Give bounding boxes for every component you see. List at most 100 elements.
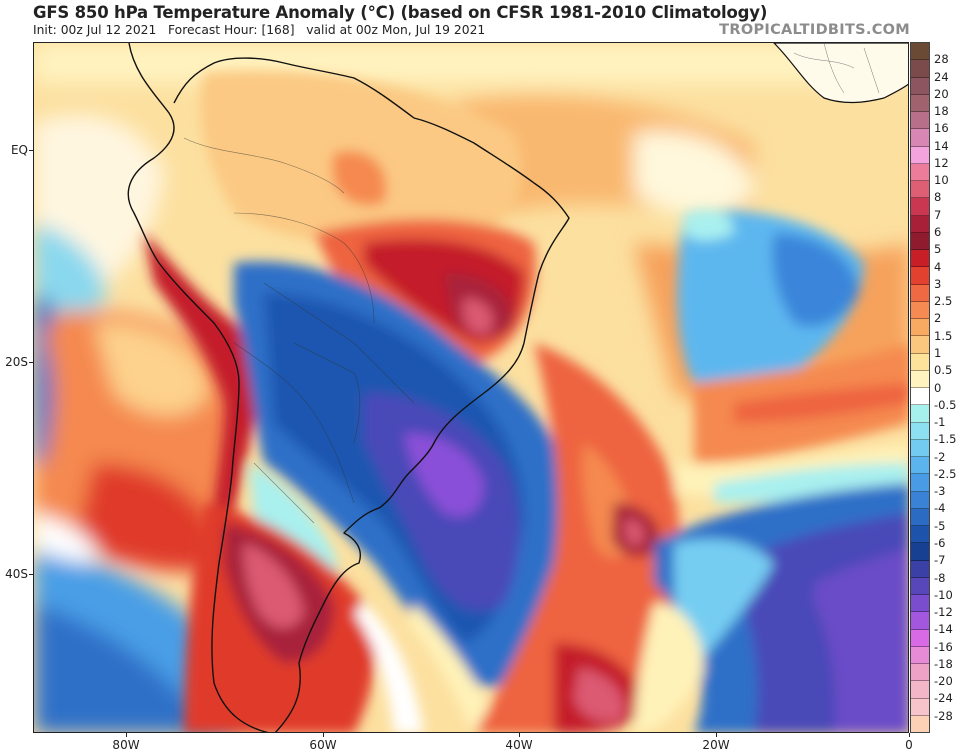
colorbar-swatch bbox=[911, 491, 929, 509]
brand-watermark: TROPICALTIDBITS.COM bbox=[719, 22, 910, 38]
colorbar-label: -20 bbox=[934, 674, 953, 689]
colorbar-label: -10 bbox=[934, 587, 953, 602]
colorbar-swatch bbox=[911, 232, 929, 250]
colorbar-swatch bbox=[911, 250, 929, 268]
colorbar-swatch bbox=[911, 146, 929, 164]
colorbar-label: 1.5 bbox=[934, 328, 953, 343]
colorbar-label: 18 bbox=[934, 104, 949, 119]
colorbar-label: 2 bbox=[934, 311, 942, 326]
lat-label: EQ bbox=[10, 143, 28, 157]
colorbar-label: 3 bbox=[934, 276, 942, 291]
lon-tick bbox=[909, 733, 910, 737]
colorbar-swatch bbox=[911, 284, 929, 302]
colorbar-swatch bbox=[911, 664, 929, 682]
colorbar-label: 5 bbox=[934, 242, 942, 257]
colorbar-label: -0.5 bbox=[934, 397, 957, 412]
colorbar-swatch bbox=[911, 526, 929, 544]
colorbar-label: 20 bbox=[934, 86, 949, 101]
colorbar-swatch bbox=[911, 457, 929, 475]
lon-tick bbox=[519, 733, 520, 737]
colorbar-swatch bbox=[911, 508, 929, 526]
colorbar-labels: 28 24 20 18 16 14 12 10 8 7 6 5 4 3 2.5 2 1.5 1 0.5 0 -0.5 -1… bbox=[934, 42, 960, 733]
lon-label-60w: 60W bbox=[309, 738, 337, 752]
colorbar-label: -1 bbox=[934, 415, 946, 430]
africa-borders bbox=[793, 43, 880, 94]
colorbar-swatch bbox=[911, 543, 929, 561]
lon-tick bbox=[323, 733, 324, 737]
colorbar-swatch bbox=[911, 646, 929, 664]
colorbar-swatch bbox=[911, 612, 929, 630]
colorbar-swatch bbox=[911, 560, 929, 578]
colorbar-swatch bbox=[911, 698, 929, 716]
lon-label-0: 0 bbox=[905, 738, 913, 752]
colorbar-label: 28 bbox=[934, 52, 949, 67]
anomaly-map bbox=[33, 42, 909, 733]
colorbar-swatch bbox=[911, 577, 929, 595]
colorbar-label: -2 bbox=[934, 449, 946, 464]
colorbar-swatch bbox=[911, 301, 929, 319]
colorbar-swatch bbox=[911, 198, 929, 216]
colorbar-label: -4 bbox=[934, 501, 946, 516]
colorbar-swatch bbox=[911, 129, 929, 147]
colorbar-label: 0 bbox=[934, 380, 942, 395]
colorbar-label: -6 bbox=[934, 535, 946, 550]
colorbar-label: 12 bbox=[934, 155, 949, 170]
coastlines bbox=[127, 43, 570, 732]
colorbar-swatch bbox=[911, 181, 929, 199]
map-title: GFS 850 hPa Temperature Anomaly (°C) (ba… bbox=[33, 3, 768, 22]
colorbar-swatch bbox=[911, 77, 929, 95]
colorbar-swatch bbox=[911, 43, 929, 61]
lat-tick bbox=[29, 574, 33, 575]
country-borders bbox=[183, 137, 415, 524]
colorbar-label: 1 bbox=[934, 345, 942, 360]
colorbar-label: 2.5 bbox=[934, 294, 953, 309]
lat-label: 20S bbox=[5, 355, 28, 369]
colorbar-swatch bbox=[911, 422, 929, 440]
lon-tick bbox=[716, 733, 717, 737]
colorbar-swatch bbox=[911, 388, 929, 406]
colorbar-swatch bbox=[911, 353, 929, 371]
colorbar-swatch bbox=[911, 267, 929, 285]
colorbar-swatch bbox=[911, 681, 929, 699]
colorbar bbox=[910, 42, 930, 733]
colorbar-swatch bbox=[911, 60, 929, 78]
lat-tick bbox=[29, 362, 33, 363]
colorbar-label: 8 bbox=[934, 190, 942, 205]
lon-label-40w: 40W bbox=[505, 738, 533, 752]
lat-label: 40S bbox=[5, 567, 28, 581]
colorbar-label: -18 bbox=[934, 656, 953, 671]
colorbar-label: -2.5 bbox=[934, 466, 957, 481]
colorbar-label: -28 bbox=[934, 708, 953, 723]
colorbar-swatch bbox=[911, 319, 929, 337]
lon-label-20w: 20W bbox=[702, 738, 730, 752]
colorbar-swatch bbox=[911, 215, 929, 233]
colorbar-swatch bbox=[911, 595, 929, 613]
colorbar-label: 24 bbox=[934, 69, 949, 84]
lat-tick bbox=[29, 150, 33, 151]
colorbar-swatch bbox=[911, 405, 929, 423]
colorbar-label: 0.5 bbox=[934, 363, 953, 378]
lon-tick bbox=[126, 733, 127, 737]
colorbar-label: -5 bbox=[934, 518, 946, 533]
colorbar-label: -14 bbox=[934, 622, 953, 637]
colorbar-label: -8 bbox=[934, 570, 946, 585]
colorbar-label: -1.5 bbox=[934, 432, 957, 447]
lon-label-80w: 80W bbox=[112, 738, 140, 752]
colorbar-label: 4 bbox=[934, 259, 942, 274]
colorbar-label: 10 bbox=[934, 173, 949, 188]
colorbar-label: 14 bbox=[934, 138, 949, 153]
colorbar-label: -3 bbox=[934, 484, 946, 499]
colorbar-swatch bbox=[911, 474, 929, 492]
colorbar-swatch bbox=[911, 715, 929, 732]
colorbar-swatch bbox=[911, 439, 929, 457]
colorbar-swatch bbox=[911, 370, 929, 388]
colorbar-swatch bbox=[911, 336, 929, 354]
colorbar-label: -12 bbox=[934, 605, 953, 620]
colorbar-swatch bbox=[911, 94, 929, 112]
colorbar-label: 7 bbox=[934, 207, 942, 222]
colorbar-label: -24 bbox=[934, 691, 953, 706]
colorbar-label: -7 bbox=[934, 553, 946, 568]
anomaly-field bbox=[34, 43, 908, 732]
colorbar-swatch bbox=[911, 163, 929, 181]
map-subtitle: Init: 00z Jul 12 2021 Forecast Hour: [16… bbox=[33, 23, 486, 37]
